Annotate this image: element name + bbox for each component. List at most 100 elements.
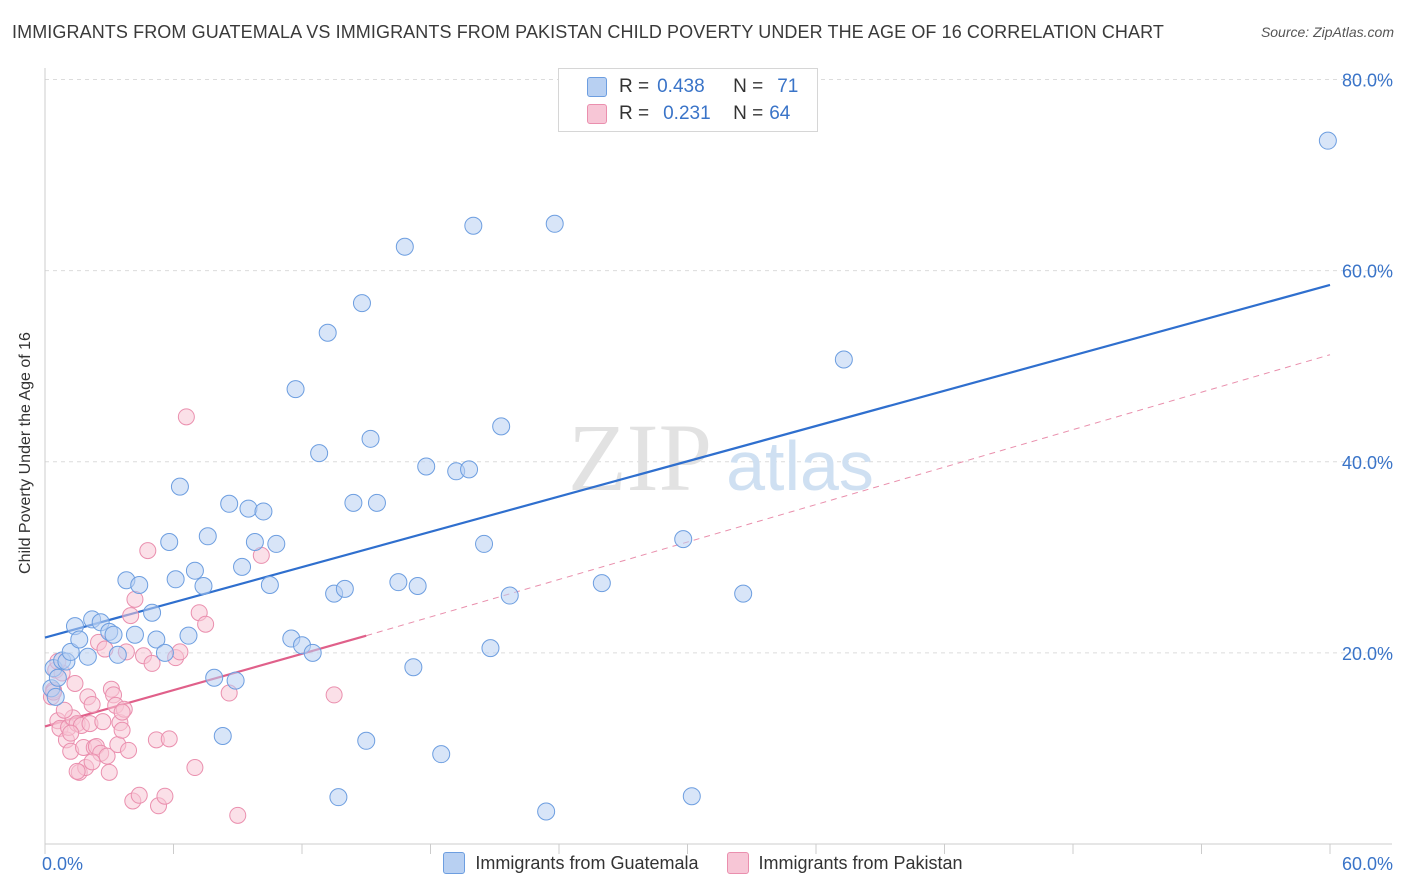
- point-guatemala: [260, 576, 279, 595]
- series-swatch-pakistan: [726, 852, 749, 874]
- x-tick-label-max: 60.0%: [1342, 854, 1393, 874]
- point-pakistan: [98, 747, 116, 765]
- point-guatemala: [1318, 131, 1337, 150]
- point-guatemala: [389, 573, 408, 592]
- series-swatch-guatemala: [443, 852, 466, 874]
- point-guatemala: [335, 579, 354, 598]
- legend-r-value-guatemala: 0.438: [657, 76, 705, 97]
- point-guatemala: [155, 643, 174, 662]
- point-guatemala: [395, 237, 414, 256]
- legend-row-pakistan: R = 0.231 N = 64: [587, 103, 790, 125]
- pakistan-points: [42, 408, 343, 824]
- point-guatemala: [404, 658, 423, 677]
- point-guatemala: [357, 731, 376, 750]
- point-guatemala: [179, 626, 198, 645]
- point-pakistan: [100, 763, 118, 781]
- tick-labels: 20.0% 40.0% 60.0% 80.0% 0.0% 60.0%: [42, 71, 1393, 875]
- point-pakistan: [94, 713, 112, 731]
- point-guatemala: [545, 214, 564, 233]
- point-guatemala: [70, 630, 89, 649]
- point-guatemala: [329, 788, 348, 807]
- point-guatemala: [537, 802, 556, 821]
- y-tick-label: 20.0%: [1342, 644, 1393, 664]
- point-guatemala: [417, 457, 436, 476]
- y-axis-label: Child Poverty Under the Age of 16: [17, 332, 34, 574]
- point-guatemala: [233, 557, 252, 576]
- point-guatemala: [245, 533, 264, 552]
- point-pakistan: [325, 686, 343, 704]
- point-guatemala: [108, 645, 127, 664]
- stats-legend: R = 0.438 N = 71 R = 0.231 N = 64: [558, 68, 818, 132]
- point-pakistan: [55, 701, 73, 719]
- point-pakistan: [171, 643, 189, 661]
- point-guatemala: [367, 493, 386, 512]
- legend-swatch-pakistan: [587, 104, 607, 124]
- legend-r-value-pakistan: 0.231: [663, 103, 711, 124]
- point-pakistan: [139, 542, 157, 560]
- point-pakistan: [156, 787, 174, 805]
- point-guatemala: [147, 630, 166, 649]
- series-legend: Immigrants from Guatemala Immigrants fro…: [0, 852, 1406, 874]
- point-guatemala: [166, 570, 185, 589]
- legend-n-label: N =: [733, 76, 764, 97]
- point-pakistan: [66, 674, 84, 692]
- point-guatemala: [220, 494, 239, 513]
- point-guatemala: [239, 499, 258, 518]
- legend-n-label: N =: [733, 103, 764, 124]
- point-guatemala: [194, 576, 213, 595]
- point-guatemala: [213, 727, 232, 746]
- trendline-pakistan-extended: [366, 354, 1331, 637]
- point-pakistan: [177, 408, 195, 426]
- point-guatemala: [185, 561, 204, 580]
- point-pakistan: [130, 786, 148, 804]
- series-label-pakistan: Immigrants from Pakistan: [758, 852, 963, 873]
- point-guatemala: [254, 502, 273, 521]
- chart-title: IMMIGRANTS FROM GUATEMALA VS IMMIGRANTS …: [12, 22, 1164, 42]
- point-guatemala: [198, 527, 217, 546]
- point-pakistan: [229, 806, 247, 824]
- point-guatemala: [682, 787, 701, 806]
- point-guatemala: [130, 576, 149, 595]
- point-guatemala: [432, 745, 451, 764]
- point-guatemala: [344, 493, 363, 512]
- point-guatemala: [303, 643, 322, 662]
- legend-r-label: R =: [619, 103, 650, 124]
- point-guatemala: [361, 429, 380, 448]
- point-guatemala: [475, 534, 494, 553]
- y-tick-label: 40.0%: [1342, 453, 1393, 473]
- point-guatemala: [500, 586, 519, 605]
- point-pakistan: [62, 724, 80, 742]
- guatemala-points: [42, 131, 1337, 821]
- legend-row-guatemala: R = 0.438 N = 71: [587, 76, 798, 98]
- point-guatemala: [310, 444, 329, 463]
- point-guatemala: [48, 668, 67, 687]
- point-guatemala: [734, 584, 753, 603]
- point-pakistan: [120, 741, 138, 759]
- x-tick-label-min: 0.0%: [42, 854, 83, 874]
- watermark-atlas: atlas: [726, 427, 874, 505]
- watermark: ZIP atlas: [568, 404, 874, 511]
- legend-n-value-pakistan: 64: [769, 103, 791, 124]
- point-guatemala: [160, 533, 179, 552]
- point-guatemala: [408, 576, 427, 595]
- y-tick-label: 80.0%: [1342, 71, 1393, 91]
- point-guatemala: [352, 294, 371, 313]
- legend-swatch-guatemala: [587, 77, 607, 97]
- point-guatemala: [492, 417, 511, 436]
- legend-r-label: R =: [619, 76, 650, 97]
- point-pakistan: [186, 759, 204, 777]
- point-guatemala: [464, 216, 483, 235]
- series-legend-guatemala: Immigrants from Guatemala: [443, 852, 699, 874]
- point-guatemala: [125, 625, 144, 644]
- point-guatemala: [834, 350, 853, 369]
- point-guatemala: [205, 668, 224, 687]
- point-guatemala: [104, 625, 123, 644]
- point-pakistan: [143, 654, 161, 672]
- point-guatemala: [460, 460, 479, 479]
- point-pakistan: [160, 730, 178, 748]
- series-legend-pakistan: Immigrants from Pakistan: [726, 852, 963, 874]
- point-guatemala: [78, 647, 97, 666]
- point-pakistan: [197, 615, 215, 633]
- point-pakistan: [83, 753, 101, 771]
